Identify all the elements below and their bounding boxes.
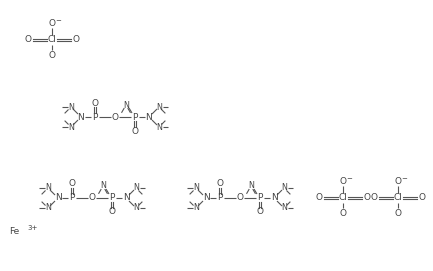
Text: O: O	[132, 127, 139, 136]
Text: O: O	[256, 208, 264, 217]
Text: O: O	[236, 193, 243, 202]
Text: N: N	[68, 122, 74, 131]
Text: O: O	[48, 50, 55, 60]
Text: O: O	[394, 178, 401, 186]
Text: −: −	[55, 18, 61, 24]
Text: N: N	[271, 193, 278, 202]
Text: O: O	[109, 208, 116, 217]
Text: O: O	[216, 179, 223, 189]
Text: N: N	[145, 112, 152, 121]
Text: N: N	[133, 204, 139, 212]
Text: −: −	[346, 176, 352, 182]
Text: O: O	[419, 193, 426, 202]
Text: O: O	[371, 193, 378, 202]
Text: N: N	[193, 183, 199, 192]
Text: N: N	[100, 182, 106, 191]
Text: P: P	[69, 193, 74, 202]
Text: N: N	[123, 101, 129, 109]
Text: N: N	[133, 183, 139, 192]
Text: Cl: Cl	[339, 193, 347, 202]
Text: N: N	[248, 182, 254, 191]
Text: O: O	[339, 178, 346, 186]
Text: N: N	[78, 112, 84, 121]
Text: O: O	[363, 193, 371, 202]
Text: N: N	[203, 193, 210, 202]
Text: P: P	[217, 193, 223, 202]
Text: Cl: Cl	[48, 36, 56, 44]
Text: P: P	[92, 112, 98, 121]
Text: O: O	[72, 36, 80, 44]
Text: N: N	[193, 204, 199, 212]
Text: O: O	[68, 179, 75, 189]
Text: P: P	[109, 193, 115, 202]
Text: N: N	[156, 102, 162, 111]
Text: O: O	[112, 112, 119, 121]
Text: O: O	[48, 20, 55, 28]
Text: N: N	[281, 183, 287, 192]
Text: P: P	[257, 193, 263, 202]
Text: O: O	[88, 193, 96, 202]
Text: 3+: 3+	[27, 225, 37, 231]
Text: Cl: Cl	[394, 193, 402, 202]
Text: O: O	[25, 36, 32, 44]
Text: N: N	[281, 204, 287, 212]
Text: O: O	[339, 208, 346, 218]
Text: N: N	[55, 193, 61, 202]
Text: N: N	[156, 122, 162, 131]
Text: N: N	[45, 204, 51, 212]
Text: −: −	[401, 176, 407, 182]
Text: P: P	[132, 112, 138, 121]
Text: O: O	[91, 98, 98, 108]
Text: N: N	[123, 193, 129, 202]
Text: N: N	[45, 183, 51, 192]
Text: N: N	[68, 102, 74, 111]
Text: O: O	[394, 208, 401, 218]
Text: Fe: Fe	[9, 227, 19, 235]
Text: O: O	[316, 193, 323, 202]
